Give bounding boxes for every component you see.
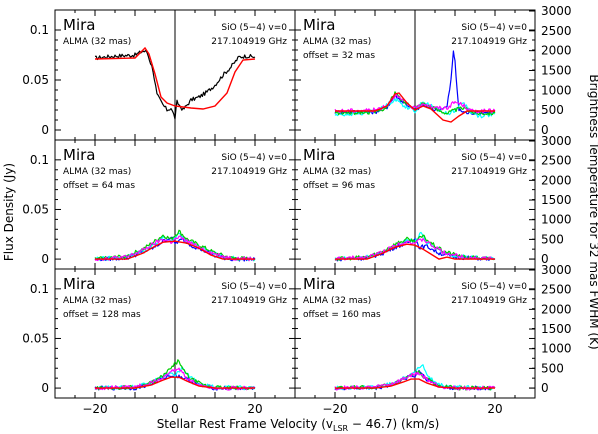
right-tick-label: 1000 xyxy=(541,342,572,356)
panel-beam: ALMA (32 mas) xyxy=(63,167,131,177)
panel-frequency: 217.104919 GHz xyxy=(451,167,527,177)
panel-frequency: 217.104919 GHz xyxy=(211,167,287,177)
panel-4: Mira ALMA (32 mas) offset = 96 mas SiO (5−4… xyxy=(294,134,572,270)
x-tick-label: 0 xyxy=(411,402,419,416)
right-tick-label: 1000 xyxy=(541,83,572,97)
x-axis-label-tail: − 46.7) (km/s) xyxy=(348,417,439,431)
right-tick-label: 2000 xyxy=(541,302,572,316)
panel-data xyxy=(334,50,496,123)
panels-group: Mira ALMA (32 mas) SiO (5−4) v=0 217.104919… xyxy=(22,4,571,416)
panel-data xyxy=(94,359,256,391)
panel-line: SiO (5−4) v=0 xyxy=(461,153,527,163)
left-tick-label: 0.05 xyxy=(22,202,49,216)
panel-frequency: 217.104919 GHz xyxy=(451,37,527,47)
panel-beam: ALMA (32 mas) xyxy=(63,296,131,306)
x-axis-label-main: Stellar Rest Frame Velocity (v xyxy=(157,417,333,431)
panel-offset: offset = 128 mas xyxy=(63,310,141,320)
panel-5: Mira ALMA (32 mas) offset = 128 mas SiO (5−… xyxy=(22,268,296,416)
left-tick-label: 0.05 xyxy=(22,73,49,87)
panel-line: SiO (5−4) v=0 xyxy=(221,153,287,163)
right-tick-label: 2000 xyxy=(541,44,572,58)
x-tick-label: 20 xyxy=(247,402,262,416)
model-curve xyxy=(335,243,495,260)
right-tick-label: 0 xyxy=(541,381,549,395)
model-curve xyxy=(95,240,255,260)
x-tick-label: 0 xyxy=(171,402,179,416)
model-curve xyxy=(95,376,255,389)
panel-title: Mira xyxy=(63,146,95,164)
panel-beam: ALMA (32 mas) xyxy=(63,37,131,47)
panel-offset: offset = 96 mas xyxy=(303,181,375,191)
x-axis-label-sub: LSR xyxy=(333,424,349,433)
right-tick-label: 500 xyxy=(541,103,564,117)
right-tick-label: 1000 xyxy=(541,213,572,227)
right-tick-label: 3000 xyxy=(541,263,572,277)
x-tick-label: −20 xyxy=(82,402,107,416)
left-tick-label: 0 xyxy=(41,381,49,395)
panel-line: SiO (5−4) v=0 xyxy=(221,23,287,33)
panel-beam: ALMA (32 mas) xyxy=(303,37,371,47)
panel-beam: ALMA (32 mas) xyxy=(303,167,371,177)
left-tick-label: 0 xyxy=(41,252,49,266)
model-curve xyxy=(335,92,495,123)
x-tick-label: −20 xyxy=(322,402,347,416)
left-tick-label: 0.05 xyxy=(22,331,49,345)
right-y-axis-label: Brightness Temperature for 32 mas FWHM (… xyxy=(587,74,598,349)
panel-line: SiO (5−4) v=0 xyxy=(461,23,527,33)
panel-data xyxy=(334,364,496,391)
panel-title: Mira xyxy=(303,16,335,34)
panel-1: Mira ALMA (32 mas) SiO (5−4) v=0 217.104919… xyxy=(22,9,296,141)
right-tick-label: 0 xyxy=(541,252,549,266)
panel-data xyxy=(334,231,496,262)
right-tick-label: 0 xyxy=(541,123,549,137)
right-tick-label: 500 xyxy=(541,232,564,246)
right-tick-label: 500 xyxy=(541,361,564,375)
panel-offset: offset = 32 mas xyxy=(303,51,375,61)
left-tick-label: 0.1 xyxy=(30,23,49,37)
panel-6: Mira ALMA (32 mas) offset = 160 mas SiO (5−… xyxy=(294,263,572,416)
panel-data xyxy=(94,46,256,120)
right-tick-label: 2500 xyxy=(541,283,572,297)
panel-frequency: 217.104919 GHz xyxy=(211,37,287,47)
right-tick-label: 1500 xyxy=(541,193,572,207)
spectrum-series-4 xyxy=(94,235,256,262)
model-curve xyxy=(335,378,495,389)
panel-title: Mira xyxy=(63,275,95,293)
panel-3: Mira ALMA (32 mas) offset = 64 mas SiO (5−4… xyxy=(22,139,296,270)
panel-frequency: 217.104919 GHz xyxy=(211,296,287,306)
right-tick-label: 2000 xyxy=(541,173,572,187)
right-tick-label: 3000 xyxy=(541,134,572,148)
panel-beam: ALMA (32 mas) xyxy=(303,296,371,306)
spectrum-series-2 xyxy=(334,98,496,119)
panel-title: Mira xyxy=(303,146,335,164)
left-tick-label: 0.1 xyxy=(30,282,49,296)
spectrum-series-1 xyxy=(94,49,256,120)
right-tick-label: 2500 xyxy=(541,154,572,168)
spectrum-series-1 xyxy=(334,238,496,262)
right-tick-label: 3000 xyxy=(541,4,572,18)
panel-title: Mira xyxy=(63,16,95,34)
panel-data xyxy=(94,229,256,262)
right-tick-label: 1500 xyxy=(541,64,572,78)
left-tick-label: 0.1 xyxy=(30,153,49,167)
panel-offset: offset = 160 mas xyxy=(303,310,381,320)
x-tick-label: 20 xyxy=(487,402,502,416)
left-y-axis-label: Flux Density (Jy) xyxy=(2,163,16,261)
model-curve xyxy=(94,46,256,110)
right-tick-label: 1500 xyxy=(541,322,572,336)
right-tick-label: 2500 xyxy=(541,24,572,38)
panel-offset: offset = 64 mas xyxy=(63,181,135,191)
panel-frequency: 217.104919 GHz xyxy=(451,296,527,306)
left-tick-label: 0 xyxy=(41,123,49,137)
x-axis-label: Stellar Rest Frame Velocity (vLSR − 46.7… xyxy=(157,417,440,433)
panel-title: Mira xyxy=(303,275,335,293)
panel-2: Mira ALMA (32 mas) offset = 32 mas SiO (5−4… xyxy=(294,4,572,141)
panel-line: SiO (5−4) v=0 xyxy=(461,282,527,292)
panel-line: SiO (5−4) v=0 xyxy=(221,282,287,292)
